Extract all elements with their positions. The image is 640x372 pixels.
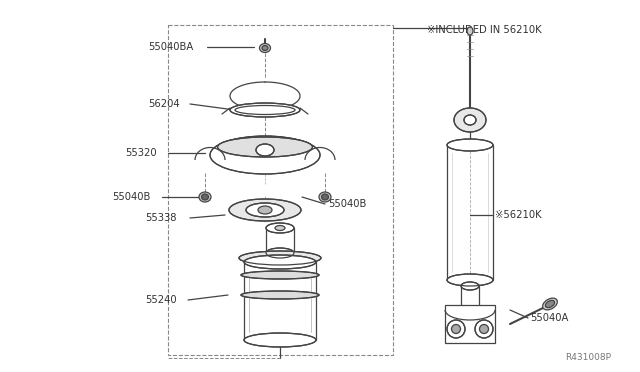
Ellipse shape (447, 274, 493, 286)
Ellipse shape (244, 333, 316, 347)
Ellipse shape (244, 255, 316, 269)
Ellipse shape (321, 194, 328, 200)
Ellipse shape (241, 291, 319, 299)
Text: 55338: 55338 (145, 213, 177, 223)
Ellipse shape (199, 192, 211, 202)
Text: R431008P: R431008P (565, 353, 611, 362)
Ellipse shape (229, 199, 301, 221)
Ellipse shape (454, 108, 486, 132)
Text: 56204: 56204 (148, 99, 180, 109)
Ellipse shape (210, 136, 320, 174)
Ellipse shape (464, 115, 476, 125)
Ellipse shape (451, 324, 461, 334)
Ellipse shape (461, 282, 479, 290)
Ellipse shape (447, 320, 465, 338)
Ellipse shape (230, 103, 300, 117)
Text: 55040BA: 55040BA (148, 42, 193, 52)
Text: 55320: 55320 (125, 148, 157, 158)
Text: 55040A: 55040A (530, 313, 568, 323)
Text: ※56210K: ※56210K (495, 210, 541, 220)
Ellipse shape (202, 194, 209, 200)
Ellipse shape (241, 271, 319, 279)
Ellipse shape (258, 206, 272, 214)
Ellipse shape (266, 248, 294, 258)
Text: ※INCLUDED IN 56210K: ※INCLUDED IN 56210K (427, 25, 541, 35)
Ellipse shape (467, 27, 473, 35)
Bar (168, 25, 393, 355)
Bar (445, 305, 495, 343)
Text: 55240: 55240 (145, 295, 177, 305)
Ellipse shape (239, 251, 321, 265)
Ellipse shape (259, 44, 271, 52)
Ellipse shape (262, 45, 268, 51)
Ellipse shape (543, 298, 557, 310)
Text: 55040B: 55040B (112, 192, 150, 202)
Ellipse shape (246, 203, 284, 217)
Ellipse shape (479, 324, 488, 334)
Ellipse shape (545, 301, 555, 308)
Ellipse shape (218, 137, 312, 157)
Ellipse shape (256, 144, 274, 156)
Ellipse shape (275, 225, 285, 231)
Ellipse shape (447, 139, 493, 151)
Ellipse shape (475, 320, 493, 338)
Text: 55040B: 55040B (328, 199, 366, 209)
Ellipse shape (266, 223, 294, 233)
Ellipse shape (319, 192, 331, 202)
